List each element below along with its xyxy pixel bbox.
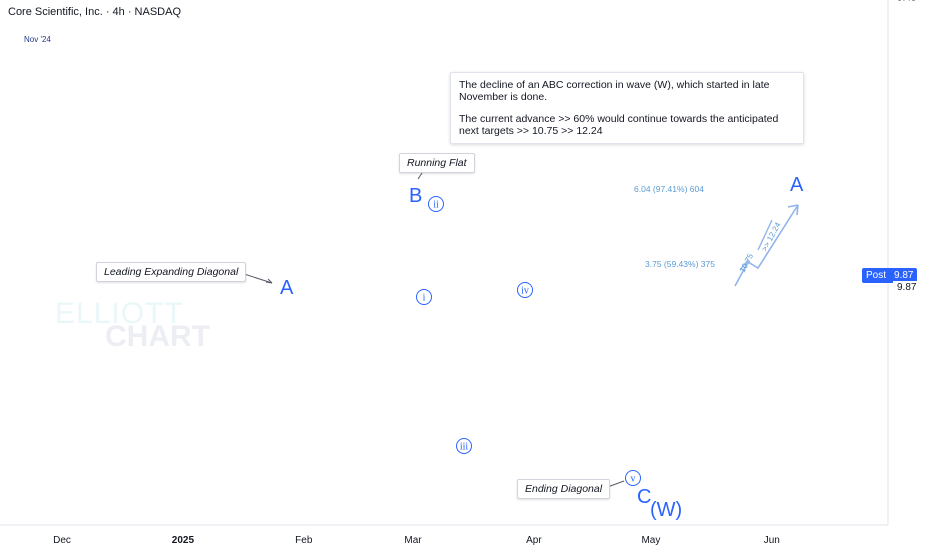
- wave-label-W: (W): [650, 499, 682, 521]
- y-tick-label: 5.45: [897, 0, 917, 4]
- target-label-1075: 10.75: [738, 252, 756, 274]
- x-tick-label: Apr: [526, 535, 542, 546]
- nov24-label: Nov '24: [24, 35, 51, 44]
- x-tick-label: May: [641, 535, 660, 546]
- x-tick-label: Feb: [295, 535, 313, 546]
- target-path-head: [787, 204, 799, 216]
- price-axis: 20.0018.0016.0015.0014.0013.0012.0011.00…: [897, 0, 917, 4]
- x-tick-label: Jun: [764, 535, 780, 546]
- projection-label-1: 6.04 (97.41%) 604: [634, 184, 704, 194]
- wave-label-iii: iii: [460, 442, 469, 453]
- target-arrow-1075: [739, 259, 749, 271]
- time-axis: Dec 2025 Feb Mar Apr May Jun: [53, 535, 780, 546]
- wave-label-iv: iv: [521, 286, 529, 297]
- analysis-note: The decline of an ABC correction in wave…: [450, 72, 804, 144]
- last-price-label: 9.87: [893, 281, 921, 294]
- x-tick-label: Dec: [53, 535, 71, 546]
- watermark-elliott: ELLIOTT: [55, 297, 184, 330]
- symbol-header: Core Scientific, Inc. · 4h · NASDAQ: [8, 6, 181, 18]
- post-label: Post: [866, 270, 887, 281]
- projection-label-2: 3.75 (59.43%) 375: [645, 259, 715, 269]
- wave-label-B: B: [409, 185, 422, 207]
- wave-circle-i: [416, 289, 432, 305]
- running-flat-label: Running Flat: [399, 153, 475, 173]
- wave-label-C: C: [637, 486, 651, 508]
- leading-arrow-head: [265, 278, 273, 284]
- post-value: 9.87: [894, 270, 914, 281]
- target-arrow-1224: [757, 219, 773, 251]
- wave-circle-iv: [517, 282, 533, 298]
- x-tick-label: 2025: [172, 535, 195, 546]
- level-lines: 0.618 (12.24)0.5 (10.75)9.45Overlap6.04 …: [634, 184, 715, 269]
- x-tick-label: Mar: [404, 535, 422, 546]
- watermark-chart: CHART: [105, 320, 210, 353]
- wave-circle-ii: [428, 196, 444, 212]
- wave-label-A: A: [280, 277, 294, 299]
- leading-diagonal-label: Leading Expanding Diagonal: [96, 262, 247, 282]
- wave-label-v: v: [631, 474, 636, 485]
- wave-label-ii: ii: [433, 200, 439, 211]
- ending-diagonal-label: Ending Diagonal: [517, 479, 611, 499]
- wave-circle-iii: [456, 438, 472, 454]
- note-line-2: The current advance >> 60% would continu…: [459, 113, 779, 137]
- note-line-1: The decline of an ABC correction in wave…: [459, 79, 770, 103]
- chart-frame: [0, 0, 889, 526]
- wave-annotations: 18.6310.3411.856.21Nov '24ABC(W)Aiiiiiii…: [24, 35, 804, 521]
- target-path: [734, 204, 799, 287]
- wave-label-A-target: A: [790, 174, 804, 196]
- post-market-badge: Post 9.87: [862, 268, 918, 283]
- wave-circle-v: [625, 470, 641, 486]
- wave-label-i: i: [423, 293, 426, 304]
